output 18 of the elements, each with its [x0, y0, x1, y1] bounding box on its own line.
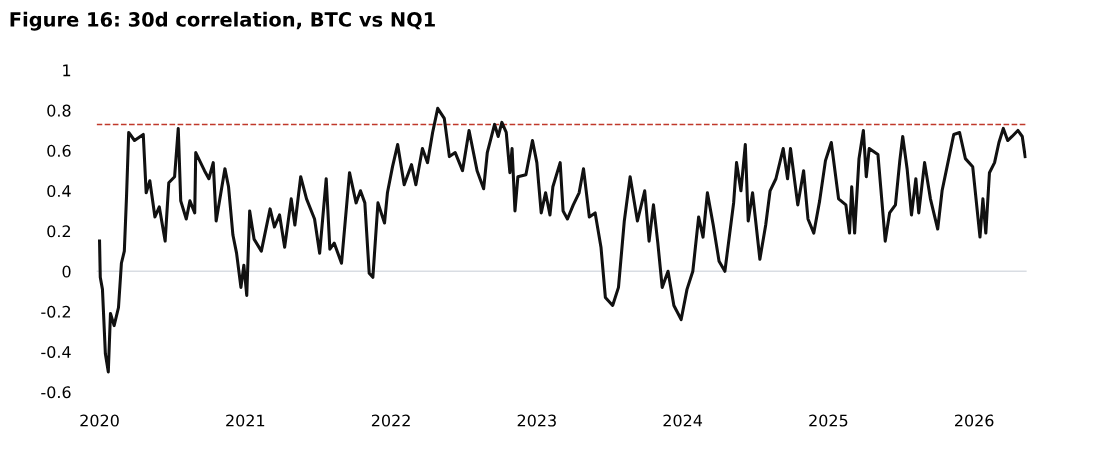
x-tick-label: 2021: [226, 414, 265, 427]
y-tick-label: 0.6: [47, 144, 71, 157]
y-tick-label: 0.2: [47, 225, 71, 238]
y-tick-label: -0.6: [41, 386, 71, 399]
x-tick-label: 2024: [663, 414, 703, 427]
y-tick-label: 0.4: [47, 185, 71, 198]
y-tick-label: -0.2: [41, 305, 71, 318]
x-tick-label: 2023: [517, 414, 556, 427]
line-series: [98, 106, 1027, 374]
y-tick-label: 1: [63, 64, 71, 77]
x-tick-label: 2020: [80, 414, 119, 427]
chart-title: Figure 16: 30d correlation, BTC vs NQ1: [10, 11, 435, 31]
y-tick-label: 0: [62, 265, 71, 278]
x-tick-label: 2026: [955, 414, 994, 427]
x-tick-label: 2025: [809, 414, 848, 427]
x-tick-label: 2022: [371, 414, 410, 427]
y-tick-label: 0.8: [47, 104, 71, 117]
y-tick-label: -0.4: [41, 345, 71, 359]
